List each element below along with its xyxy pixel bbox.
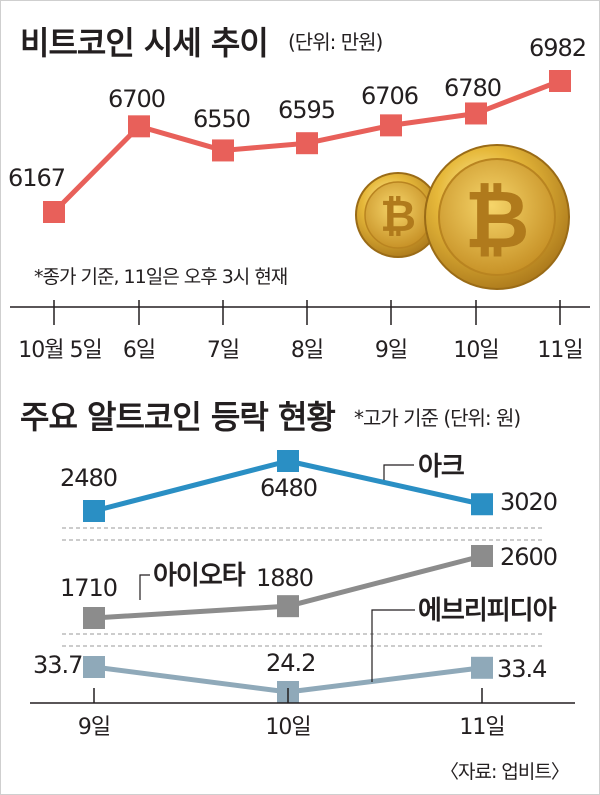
- x-tick-label: 10일: [453, 338, 498, 363]
- chart1-title: 비트코인 시세 추이: [20, 24, 269, 62]
- data-label: 6700: [108, 85, 165, 113]
- data-point: [83, 500, 105, 522]
- data-point: [471, 493, 493, 516]
- svg-text:₿: ₿: [380, 191, 416, 242]
- data-point: [128, 115, 150, 138]
- altcoin-chart: 2480 6480 3020 1710 1880 2600 33.7 24.2 33.4 아크아이…: [30, 450, 575, 740]
- data-label: 3020: [500, 488, 557, 516]
- data-label: 33.7: [33, 651, 82, 679]
- x-tick-label: 11일: [537, 338, 582, 363]
- data-point: [83, 607, 105, 629]
- data-label: 2480: [60, 464, 117, 492]
- x-tick-label: 6일: [123, 338, 155, 363]
- x-tick-label: 9일: [78, 715, 110, 740]
- series-name: 아크: [418, 452, 464, 482]
- x-tick-label: 7일: [207, 338, 239, 363]
- x-tick-label: 10월 5일: [18, 338, 101, 363]
- chart2-title: 주요 알트코인 등락 현황: [20, 398, 336, 436]
- x-tick-label: 9일: [375, 338, 407, 363]
- data-label: 2600: [500, 543, 557, 571]
- chart2-unit: *고가 기준 (단위: 원): [354, 406, 521, 430]
- source-note: 〈자료: 업비트〉: [440, 761, 570, 783]
- data-point: [43, 201, 65, 223]
- data-point: [296, 132, 318, 155]
- data-label: 1880: [256, 564, 313, 592]
- data-point: [471, 545, 493, 567]
- data-point: [549, 70, 571, 92]
- data-label: 6550: [193, 105, 250, 133]
- data-label: 6706: [361, 82, 418, 110]
- data-point: [83, 656, 105, 678]
- data-label: 33.4: [497, 655, 546, 683]
- x-tick-label: 8일: [291, 338, 323, 363]
- svg-text:₿: ₿: [464, 173, 529, 266]
- chart1-note: *종가 기준, 11일은 오후 3시 현재: [34, 266, 288, 288]
- x-tick-label: 10일: [265, 715, 310, 740]
- leader-line: [371, 609, 415, 682]
- data-label: 6780: [444, 74, 501, 102]
- series-name: 에브리피디아: [418, 596, 557, 626]
- data-label: 1710: [60, 574, 117, 602]
- data-label: 24.2: [266, 649, 315, 677]
- data-label: 6480: [260, 474, 317, 502]
- leader-line: [383, 464, 414, 480]
- data-point: [471, 656, 493, 679]
- data-point: [277, 450, 299, 472]
- data-point: [380, 114, 402, 137]
- data-label: 6595: [278, 96, 335, 124]
- x-tick-label: 11일: [459, 715, 504, 740]
- bitcoin-price-chart: ₿ ₿ 6167 6700 6550 6595 6706 6780 6982 10월 5일 6…: [8, 34, 590, 363]
- series-name: 아이오타: [153, 561, 246, 591]
- data-point: [465, 102, 487, 125]
- leader-line: [139, 574, 150, 600]
- bitcoin-coin-icon: ₿: [424, 144, 570, 290]
- chart1-unit: (단위: 만원): [288, 30, 383, 54]
- data-label: 6982: [529, 34, 586, 62]
- data-point: [277, 595, 299, 618]
- data-point: [212, 139, 234, 162]
- data-label: 6167: [8, 164, 65, 192]
